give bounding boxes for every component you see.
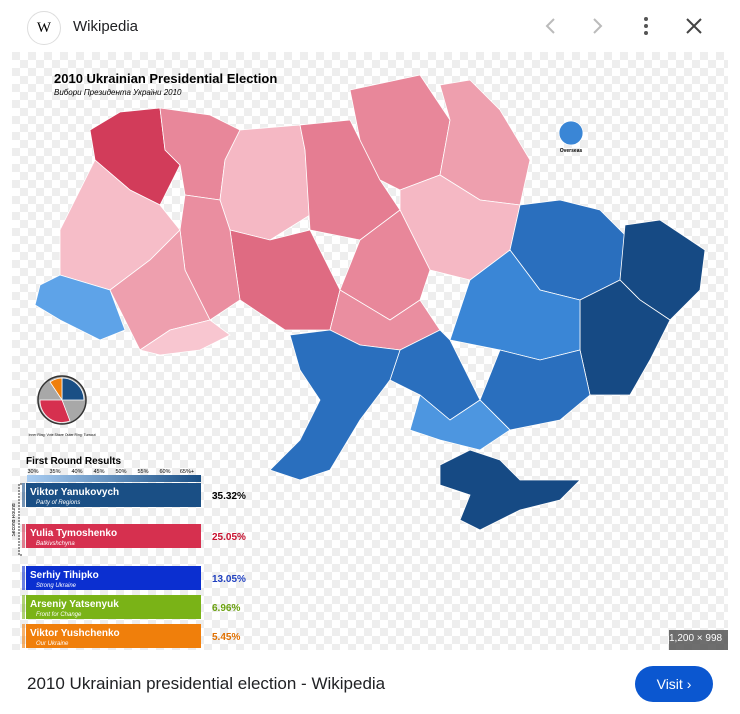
candidate-share: 13.05%: [212, 574, 246, 585]
candidate-name: Arseniy Yatsenyuk: [30, 599, 119, 610]
candidate-bar: [26, 524, 201, 548]
prev[interactable]: [545, 18, 555, 34]
candidate-bar: [26, 483, 201, 507]
candidate-accent: [22, 524, 25, 548]
close[interactable]: [686, 18, 702, 34]
candidate-name: Viktor Yanukovych: [30, 487, 119, 498]
visit-button[interactable]: Visit ›: [635, 666, 713, 702]
candidate-party: Front for Change: [36, 612, 82, 618]
scale-label: 30%: [27, 469, 38, 475]
bracket: [18, 483, 22, 556]
scale-label: 55%: [137, 469, 148, 475]
candidate-share: 35.32%: [212, 491, 246, 502]
candidate-accent: [22, 595, 25, 619]
overseas: Overseas: [560, 148, 583, 154]
candidate-party: Party of Regions: [36, 500, 80, 506]
image: 2010 Ukrainian Presidential Election Вибо…: [12, 52, 728, 650]
candidate-accent: [22, 566, 25, 590]
more[interactable]: [644, 17, 648, 35]
source-icon[interactable]: W: [27, 11, 61, 45]
candidate-name: Yulia Tymoshenko: [30, 528, 117, 539]
pie-note: Inner Ring: Vote Share Outer Ring: Turno…: [28, 433, 95, 437]
map: [27, 74, 706, 531]
toolbar: [545, 17, 702, 35]
candidate-name: Viktor Yushchenko: [30, 628, 120, 639]
next[interactable]: [593, 18, 603, 34]
candidate-bar: [26, 595, 201, 619]
candidate-accent: [22, 624, 25, 648]
scale-label: 40%: [71, 469, 82, 475]
candidate-party: Batkivshchyna: [36, 541, 75, 547]
second-round: Second Round: [12, 503, 17, 536]
candidate-accent: [22, 483, 25, 507]
candidate-party: Our Ukraine: [36, 641, 69, 647]
results-title: First Round Results: [26, 456, 121, 467]
map-title: 2010 Ukrainian Presidential Election: [54, 71, 277, 86]
visit-label[interactable]: Visit: [656, 676, 683, 692]
source-name[interactable]: Wikipedia: [73, 18, 139, 35]
candidate-share: 5.45%: [212, 632, 240, 643]
candidate-bar: [26, 566, 201, 590]
candidate-share: 25.05%: [212, 532, 246, 543]
scale-label: 60%: [159, 469, 170, 475]
candidate-party: Strong Ukraine: [36, 583, 77, 589]
candidate-share: 6.96%: [212, 603, 240, 614]
caption[interactable]: 2010 Ukrainian presidential election - W…: [27, 674, 386, 693]
scale-label: 45%: [93, 469, 104, 475]
candidate-bar: [26, 624, 201, 648]
scale-label: 35%: [49, 469, 60, 475]
candidate-name: Serhiy Tihipko: [30, 570, 99, 581]
scale-label: 50%: [115, 469, 126, 475]
scale-label: 65%+: [180, 469, 194, 475]
map-subtitle: Вибори Президента України 2010: [54, 88, 182, 97]
image-size: 1,200 × 998: [669, 633, 723, 644]
